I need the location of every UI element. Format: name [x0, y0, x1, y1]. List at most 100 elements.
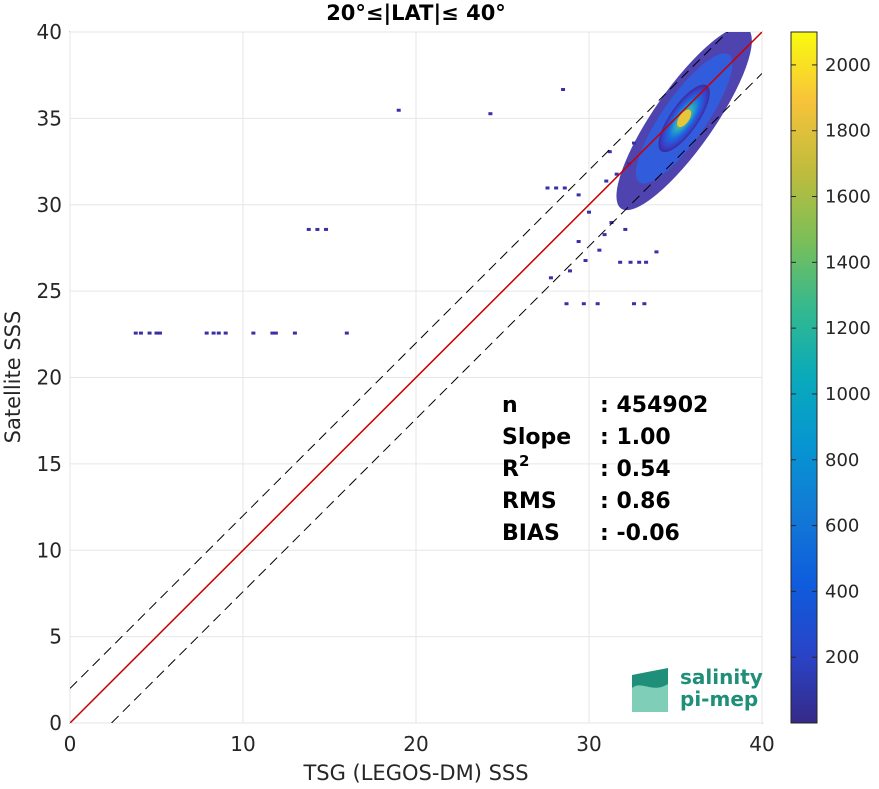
colorbar-tick-label: 1400 — [825, 252, 871, 273]
y-tick-label: 40 — [37, 20, 62, 44]
outlier-point — [564, 302, 569, 306]
y-tick-label: 5 — [49, 625, 62, 649]
outlier-point — [597, 248, 602, 252]
outlier-point — [631, 302, 636, 306]
outlier-point — [614, 172, 619, 176]
colorbar-ticks: 200 400 600 800 1000 1200 1400 1600 1800 2000 — [791, 55, 871, 668]
lower-bound-line — [111, 73, 762, 723]
stat-label: Slope — [502, 425, 571, 450]
outlier-point — [306, 227, 311, 231]
outlier-point — [609, 221, 614, 225]
outlier-point — [204, 331, 209, 335]
stat-value: : 454902 — [600, 393, 708, 418]
outlier-point — [637, 260, 642, 264]
y-tick-label: 20 — [37, 366, 62, 390]
y-axis-label: Satellite SSS — [1, 311, 25, 444]
stat-value: : 0.54 — [600, 457, 671, 482]
outlier-point — [315, 227, 320, 231]
outlier-point — [154, 331, 159, 335]
logo-text-pi-mep: pi-mep — [680, 687, 758, 711]
outlier-point — [642, 302, 647, 306]
logo-waves-icon-layer — [632, 684, 668, 712]
colorbar — [790, 31, 818, 724]
stat-label: BIAS — [502, 521, 560, 546]
x-tick-label: 20 — [403, 732, 428, 756]
outlier-point — [607, 150, 612, 154]
outlier-point — [216, 331, 221, 335]
stat-value: : 1.00 — [600, 425, 671, 450]
colorbar-tick-label: 400 — [825, 581, 859, 602]
outlier-point — [654, 250, 659, 254]
colorbar-tick-label: 1600 — [825, 187, 871, 208]
outlier-point — [157, 331, 162, 335]
outlier-point — [344, 331, 349, 335]
outlier-point — [628, 260, 633, 264]
outlier-point — [251, 331, 256, 335]
outlier-point — [567, 269, 572, 273]
stat-value: : 0.86 — [600, 489, 671, 514]
colorbar-tick-label: 2000 — [825, 55, 871, 76]
outlier-point — [576, 193, 581, 197]
colorbar-tick-label: 1200 — [825, 318, 871, 339]
y-tick-label: 35 — [37, 106, 62, 130]
regression-line — [70, 32, 762, 723]
outlier-point — [583, 259, 588, 263]
colorbar-tick-label: 200 — [825, 647, 859, 668]
outlier-point — [561, 88, 566, 92]
stat-label: RMS — [502, 489, 557, 514]
colorbar-tick-label: 600 — [825, 516, 859, 537]
outlier-point — [273, 331, 278, 335]
stat-label-superscript: 2 — [519, 452, 529, 470]
outlier-point — [270, 331, 275, 335]
outlier-point — [618, 260, 623, 264]
outlier-point — [623, 227, 628, 231]
y-tick-label: 10 — [37, 538, 62, 562]
outlier-point — [644, 260, 649, 264]
y-tick-label: 25 — [37, 279, 62, 303]
colorbar-tick-label: 1800 — [825, 121, 871, 142]
x-tick-label: 30 — [576, 732, 601, 756]
density-max — [677, 109, 692, 128]
outlier-point — [548, 276, 553, 280]
x-tick-label: 40 — [749, 732, 774, 756]
stat-label: n — [502, 393, 518, 418]
outlier-point — [211, 331, 216, 335]
colorbar-tick-label: 800 — [825, 450, 859, 471]
stat-value: : -0.06 — [600, 521, 680, 546]
axis-ticks: 0 10 20 30 40 0 5 10 15 20 25 30 35 40 — [37, 20, 775, 756]
outlier-point — [576, 240, 581, 244]
outlier-point — [554, 186, 559, 190]
y-tick-label: 30 — [37, 193, 62, 217]
colorbar-tick-label: 1000 — [825, 384, 871, 405]
y-tick-label: 0 — [49, 711, 62, 735]
outlier-point — [595, 302, 600, 306]
outlier-point — [133, 331, 138, 335]
outlier-point — [602, 233, 607, 237]
salinity-pi-mep-logo: salinity pi-mep — [632, 665, 763, 712]
outlier-point — [587, 210, 591, 214]
x-tick-label: 10 — [230, 732, 255, 756]
outlier-point — [138, 331, 143, 335]
outlier-points — [133, 88, 659, 335]
y-tick-label: 15 — [37, 452, 62, 476]
outlier-point — [488, 112, 493, 116]
chart-title: 20°≤|LAT|≤ 40° — [326, 1, 506, 26]
outlier-point — [396, 108, 401, 112]
upper-bound-line — [70, 32, 729, 689]
reference-lines — [70, 32, 762, 723]
outlier-point — [626, 162, 631, 166]
outlier-point — [223, 331, 228, 335]
outlier-point — [545, 186, 550, 190]
x-tick-label: 0 — [64, 732, 77, 756]
logo-text-salinity: salinity — [680, 665, 763, 689]
outlier-point — [604, 179, 609, 183]
outlier-point — [324, 227, 329, 231]
outlier-point — [631, 141, 636, 145]
outlier-point — [581, 302, 586, 306]
outlier-point — [147, 331, 152, 335]
outlier-point — [292, 331, 297, 335]
outlier-point — [562, 186, 567, 190]
x-axis-label: TSG (LEGOS-DM) SSS — [302, 761, 528, 785]
